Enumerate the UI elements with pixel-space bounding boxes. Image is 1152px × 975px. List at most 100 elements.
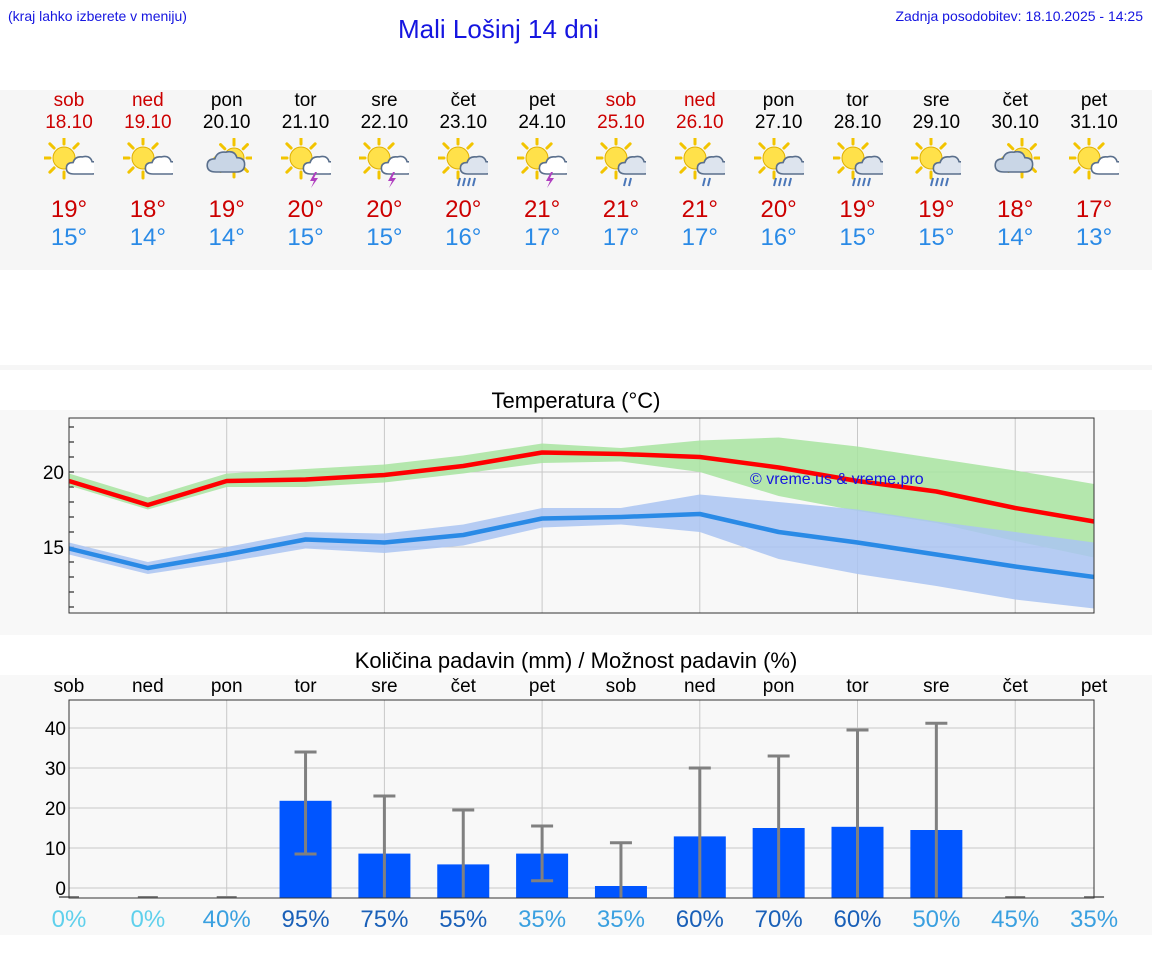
day-column: pon 20.10 19° 14° xyxy=(187,90,267,252)
y-tick-label: 20 xyxy=(45,799,66,820)
cloud-shape xyxy=(854,155,883,175)
x-category-label: čet xyxy=(451,676,477,697)
temp-max: 21° xyxy=(681,196,718,223)
x-category-label: sre xyxy=(923,676,949,697)
day-name: sob xyxy=(53,90,85,111)
day-column: tor 21.10 20° 15° xyxy=(266,90,346,252)
precip-probability: 50% xyxy=(912,906,960,933)
precip-probability: 95% xyxy=(282,906,330,933)
x-category-label: sre xyxy=(371,676,397,697)
day-name: ned xyxy=(131,90,164,111)
day-date: 18.10 xyxy=(45,112,93,133)
day-column: čet 23.10 20° 16° xyxy=(423,90,503,252)
x-category-label: čet xyxy=(1003,676,1029,697)
sun-cloud-icon xyxy=(44,138,94,180)
precip-probability: 70% xyxy=(755,906,803,933)
precip-probability: 60% xyxy=(833,906,881,933)
day-name: pet xyxy=(1080,90,1108,111)
day-date: 24.10 xyxy=(518,112,566,133)
sun-cloud-rain-icon xyxy=(832,138,883,187)
x-category-label: ned xyxy=(684,676,716,697)
temp-min: 15° xyxy=(287,224,324,251)
y-tick-label: 15 xyxy=(43,538,64,559)
daily-forecast-strip: sob 18.10 19° 15° ned 19.10 18° 14° pon 20.10 19° 1… xyxy=(0,90,1152,270)
watermark: © vreme.us & vreme.pro xyxy=(750,471,924,488)
cloud-shape xyxy=(932,155,962,175)
cloud-shape xyxy=(994,150,1034,173)
x-category-label: pon xyxy=(211,676,243,697)
day-date: 20.10 xyxy=(202,112,251,133)
y-tick-label: 20 xyxy=(43,463,64,484)
temp-max: 20° xyxy=(366,196,403,223)
location-menu-hint[interactable]: (kraj lahko izberete v meniju) xyxy=(8,8,187,24)
page-title: Mali Lošinj 14 dni xyxy=(398,14,599,44)
day-date: 23.10 xyxy=(439,112,488,133)
day-column: ned 19.10 18° 14° xyxy=(108,90,188,252)
day-name: pon xyxy=(210,90,243,111)
last-update: Zadnja posodobitev: 18.10.2025 - 14:25 xyxy=(895,8,1143,24)
sun-cloud-rain-icon xyxy=(911,138,962,187)
x-category-label: sob xyxy=(606,676,637,697)
precipitation-chart-title: Količina padavin (mm) / Možnost padavin … xyxy=(354,648,798,673)
day-name: pon xyxy=(762,90,795,111)
precip-probability: 35% xyxy=(597,906,645,933)
day-date: 21.10 xyxy=(281,112,330,133)
day-name: sob xyxy=(605,90,637,111)
temp-min: 15° xyxy=(918,224,955,251)
cloud-shape xyxy=(617,155,646,175)
day-name: tor xyxy=(846,90,869,111)
temp-min: 13° xyxy=(1075,224,1113,251)
precipitation-chart: 0 10 20 30 40 sob ned pon tor sre čet pet sob ned pon t… xyxy=(45,676,1118,933)
temp-min: 15° xyxy=(366,224,403,251)
day-column: čet 30.10 18° 14° xyxy=(975,90,1055,252)
temp-max: 19° xyxy=(839,196,876,223)
cloud-shape xyxy=(1090,155,1120,175)
day-column: ned 26.10 21° 17° xyxy=(660,90,740,252)
day-column: sob 25.10 21° 17° xyxy=(581,90,661,252)
separator xyxy=(0,365,1152,370)
y-tick-label: 0 xyxy=(55,879,66,900)
precip-probability: 35% xyxy=(518,906,566,933)
precip-probability: 55% xyxy=(439,906,487,933)
sun-cloud-thunder-icon xyxy=(359,138,410,188)
day-date: 19.10 xyxy=(124,112,172,133)
temp-min: 17° xyxy=(602,224,640,251)
temp-min: 14° xyxy=(129,224,166,251)
temp-max: 17° xyxy=(1075,196,1113,223)
temp-max: 18° xyxy=(129,196,166,223)
day-column: sre 22.10 20° 15° xyxy=(344,90,424,252)
x-category-label: sob xyxy=(54,676,85,697)
day-name: čet xyxy=(450,90,476,111)
precip-probability: 0% xyxy=(52,906,87,933)
day-date: 30.10 xyxy=(991,112,1039,133)
cloud-shape xyxy=(538,155,568,175)
x-category-label: tor xyxy=(846,676,869,697)
cloud-sun-icon xyxy=(994,138,1041,179)
sun-cloud-light-rain-icon xyxy=(595,138,646,187)
sun-cloud-thunder-icon xyxy=(517,138,568,188)
day-column: sre 29.10 19° 15° xyxy=(896,90,976,252)
day-column: tor 28.10 19° 15° xyxy=(818,90,898,252)
temp-max: 18° xyxy=(997,196,1034,223)
day-date: 28.10 xyxy=(833,112,882,133)
cloud-shape xyxy=(775,155,804,175)
day-date: 31.10 xyxy=(1070,112,1118,133)
day-column: sob 18.10 19° 15° xyxy=(29,90,109,252)
cloud-shape xyxy=(144,155,173,175)
temp-min-line xyxy=(68,511,1095,580)
day-date: 26.10 xyxy=(676,112,724,133)
day-column: pet 31.10 17° 13° xyxy=(1054,90,1134,252)
sun-cloud-thunder-icon xyxy=(280,138,331,188)
plot-frame xyxy=(68,699,1095,899)
temp-max: 20° xyxy=(760,196,797,223)
precip-probability: 0% xyxy=(131,906,166,933)
temp-max: 21° xyxy=(602,196,640,223)
day-name: pet xyxy=(528,90,556,111)
temp-min: 15° xyxy=(50,224,88,251)
cloud-shape xyxy=(65,155,94,175)
day-date: 29.10 xyxy=(912,112,961,133)
sun-cloud-icon xyxy=(122,138,173,180)
temp-min: 14° xyxy=(208,224,245,251)
precip-probability: 60% xyxy=(676,906,724,933)
temp-max: 19° xyxy=(50,196,88,223)
